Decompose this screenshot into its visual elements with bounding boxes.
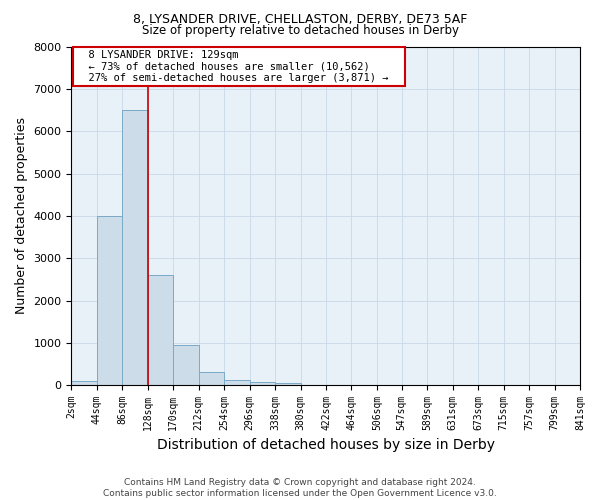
Bar: [122, 110, 148, 385]
Bar: [173, 345, 199, 385]
Y-axis label: Number of detached properties: Number of detached properties: [15, 118, 28, 314]
Text: 8, LYSANDER DRIVE, CHELLASTON, DERBY, DE73 5AF: 8, LYSANDER DRIVE, CHELLASTON, DERBY, DE…: [133, 12, 467, 26]
Text: Size of property relative to detached houses in Derby: Size of property relative to detached ho…: [142, 24, 458, 37]
Bar: [250, 382, 275, 385]
Bar: [275, 382, 301, 385]
Bar: [148, 275, 173, 385]
Text: 8 LYSANDER DRIVE: 129sqm  
  ← 73% of detached houses are smaller (10,562)  
  2: 8 LYSANDER DRIVE: 129sqm ← 73% of detach…: [76, 50, 401, 83]
Bar: [97, 216, 122, 385]
X-axis label: Distribution of detached houses by size in Derby: Distribution of detached houses by size …: [157, 438, 495, 452]
Text: Contains HM Land Registry data © Crown copyright and database right 2024.
Contai: Contains HM Land Registry data © Crown c…: [103, 478, 497, 498]
Bar: [199, 372, 224, 385]
Bar: [71, 381, 97, 385]
Bar: [224, 380, 250, 385]
